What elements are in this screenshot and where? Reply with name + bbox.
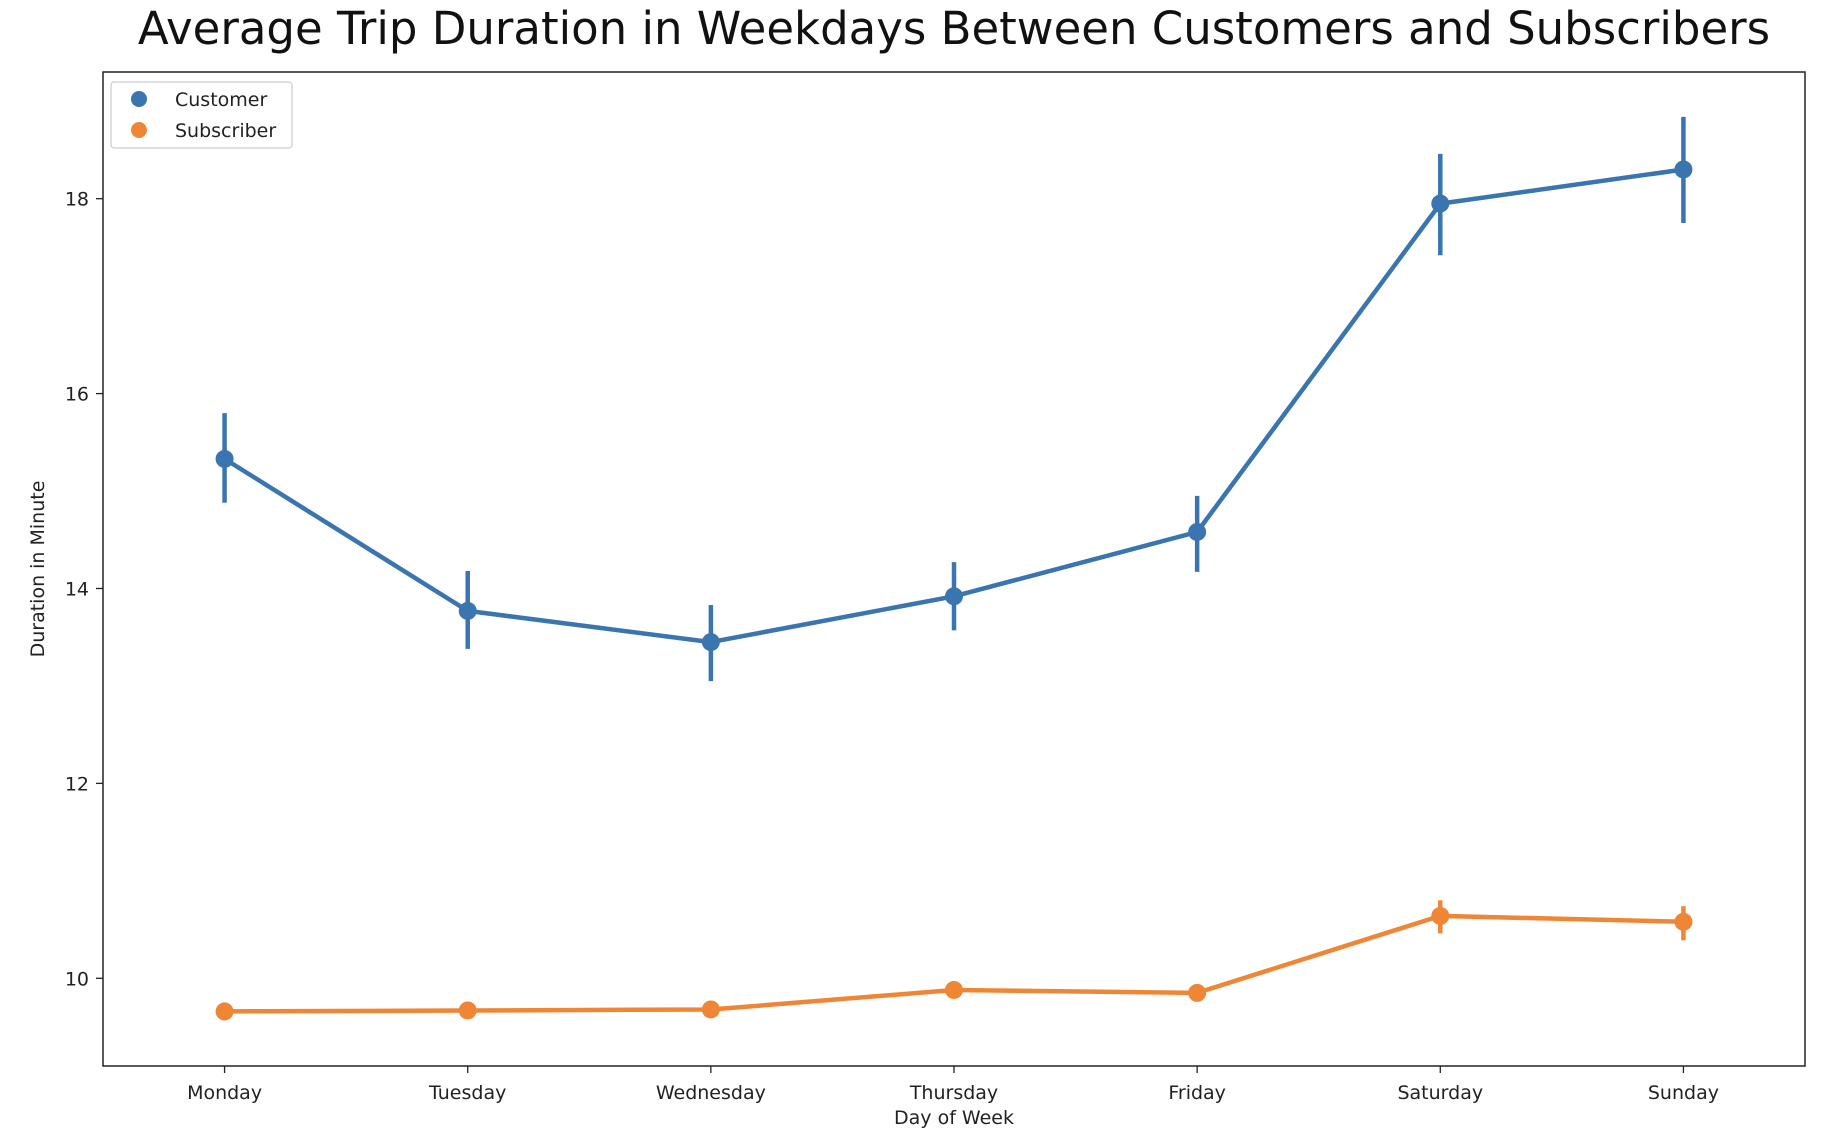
x-tick-label: Monday [187,1082,262,1104]
x-tick-label: Thursday [909,1082,998,1104]
data-point-customer-sunday [1674,160,1693,179]
x-axis-label: Day of Week [894,1107,1014,1129]
x-tick-label: Friday [1168,1082,1226,1104]
y-axis-label: Duration in Minute [27,481,49,658]
legend-marker-customer [131,91,147,107]
x-axis-ticks: Monday Tuesday Wednesday Thursday Friday Satu… [187,1066,1719,1104]
data-point-subscriber-monday [215,1002,234,1021]
data-point-subscriber-sunday [1674,912,1693,931]
series-subscriber [215,900,1693,1021]
plot-series [215,116,1693,1021]
legend-box [110,81,293,149]
data-point-subscriber-wednesday [701,1000,720,1019]
data-point-customer-monday [215,449,234,468]
data-point-customer-wednesday [701,633,720,652]
data-point-customer-thursday [945,587,963,606]
y-tick-label: 14 [65,578,89,600]
data-point-customer-tuesday [458,601,477,620]
data-point-subscriber-saturday [1431,906,1450,925]
y-tick-label: 16 [65,384,89,406]
x-tick-label: Sunday [1648,1082,1719,1104]
legend: Customer Subscriber [110,81,293,149]
x-tick-label: Tuesday [428,1082,506,1104]
legend-marker-subscriber [131,122,147,138]
y-tick-label: 18 [65,189,89,211]
y-axis-ticks: 10 12 14 16 18 [65,189,103,990]
data-point-subscriber-thursday [945,980,963,999]
y-tick-label: 12 [65,773,89,795]
chart-title: Average Trip Duration in Weekdays Betwee… [138,2,1770,55]
legend-label-subscriber: Subscriber [175,120,276,142]
y-tick-label: 10 [65,968,89,990]
data-point-customer-saturday [1431,194,1450,213]
data-point-subscriber-friday [1188,983,1207,1002]
series-customer [215,116,1693,682]
x-tick-label: Saturday [1397,1082,1483,1104]
data-point-subscriber-tuesday [458,1001,477,1020]
x-tick-label: Wednesday [656,1082,766,1104]
data-point-customer-friday [1188,522,1207,541]
legend-label-customer: Customer [175,89,267,111]
